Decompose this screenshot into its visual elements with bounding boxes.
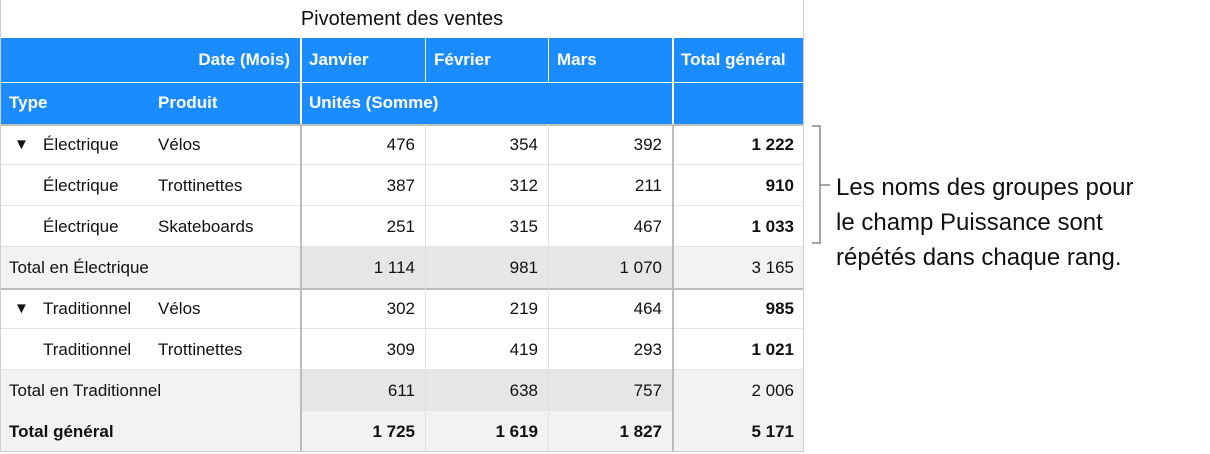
product-cell: Vélos <box>158 134 201 154</box>
value-cell: 1 033 <box>751 216 794 236</box>
value-cell: 910 <box>765 175 794 195</box>
group-total-bg <box>300 370 672 411</box>
value-cell: 315 <box>509 216 538 236</box>
value-cell: 1 222 <box>751 134 794 154</box>
header-divider <box>548 38 549 82</box>
value-cell: 419 <box>509 339 538 359</box>
grand-total-value: 1 619 <box>495 421 538 441</box>
disclosure-triangle: ▼ <box>14 300 29 317</box>
type-cell: Traditionnel <box>43 339 132 359</box>
grand-total-value: 5 171 <box>751 421 794 441</box>
grand-total-label: Total général <box>9 421 114 441</box>
header-cell: Unités (Somme) <box>309 93 439 112</box>
table-border <box>0 0 1 452</box>
header-divider <box>0 82 804 83</box>
row-divider <box>0 369 804 370</box>
product-cell: Skateboards <box>158 216 254 236</box>
header-cell: Janvier <box>309 50 369 69</box>
header-divider <box>425 38 426 82</box>
annotation-line: répétés dans chaque rang. <box>836 244 1122 271</box>
type-cell: Électrique <box>43 216 119 236</box>
disclosure-triangle: ▼ <box>14 136 29 153</box>
value-cell: 467 <box>633 216 662 236</box>
header-cell: Date (Mois) <box>198 50 290 69</box>
grand-total-value: 1 827 <box>619 421 662 441</box>
header-bg <box>0 38 804 124</box>
row-divider <box>0 164 804 165</box>
product-cell: Vélos <box>158 298 201 318</box>
column-divider <box>548 124 549 452</box>
group-total-value: 638 <box>509 380 538 400</box>
annotation-line: le champ Puissance sont <box>836 209 1103 236</box>
group-divider <box>0 288 804 290</box>
group-total-bg <box>300 247 672 288</box>
value-cell: 476 <box>386 134 415 154</box>
table-title: Pivotement des ventes <box>300 7 504 30</box>
table-border <box>803 0 804 452</box>
group-total-label: Total en Électrique <box>9 257 149 277</box>
value-cell: 464 <box>633 298 662 318</box>
value-cell: 312 <box>509 175 538 195</box>
group-total-value: 3 165 <box>751 257 794 277</box>
group-total-value: 1 114 <box>373 257 415 277</box>
group-total-value: 611 <box>387 380 415 400</box>
value-cell: 219 <box>509 298 538 318</box>
grand-total-value: 1 725 <box>372 421 415 441</box>
value-cell: 251 <box>386 216 415 236</box>
type-cell: Traditionnel <box>43 298 132 318</box>
table-border <box>0 451 804 452</box>
group-total-value: 1 070 <box>619 257 662 277</box>
column-divider <box>672 124 674 452</box>
value-cell: 985 <box>765 298 794 318</box>
value-cell: 392 <box>633 134 662 154</box>
annotation: Les noms des groupes pour le champ Puissa… <box>836 170 1134 275</box>
group-total-value: 757 <box>633 380 662 400</box>
bracket <box>812 125 830 244</box>
value-cell: 354 <box>509 134 538 154</box>
row-divider <box>0 328 804 329</box>
group-divider <box>0 124 804 126</box>
header-cell: Produit <box>158 93 218 112</box>
value-cell: 211 <box>634 175 662 195</box>
header-cell: Type <box>9 93 48 112</box>
header-cell: Février <box>434 50 491 69</box>
header-cell: Total général <box>681 50 786 69</box>
annotation-line: Les noms des groupes pour <box>836 174 1134 201</box>
group-total-value: 981 <box>509 257 538 277</box>
value-cell: 293 <box>633 339 662 359</box>
type-cell: Électrique <box>43 134 119 154</box>
column-divider <box>425 124 426 452</box>
row-divider <box>0 205 804 206</box>
value-cell: 387 <box>386 175 415 195</box>
value-cell: 309 <box>386 339 415 359</box>
grand-total-bg <box>0 411 804 452</box>
value-cell: 1 021 <box>751 339 794 359</box>
value-cell: 302 <box>386 298 415 318</box>
product-cell: Trottinettes <box>158 339 243 359</box>
pivot-table: Pivotement des ventes Date (Mois) Janvier… <box>0 0 804 452</box>
group-total-value: 2 006 <box>751 380 794 400</box>
type-cell: Électrique <box>43 175 119 195</box>
row-divider <box>0 246 804 247</box>
header-divider <box>672 38 674 124</box>
column-divider <box>300 124 302 452</box>
header-cell: Mars <box>557 50 597 69</box>
product-cell: Trottinettes <box>158 175 243 195</box>
group-total-label: Total en Traditionnel <box>9 380 162 400</box>
header-divider <box>300 38 302 124</box>
